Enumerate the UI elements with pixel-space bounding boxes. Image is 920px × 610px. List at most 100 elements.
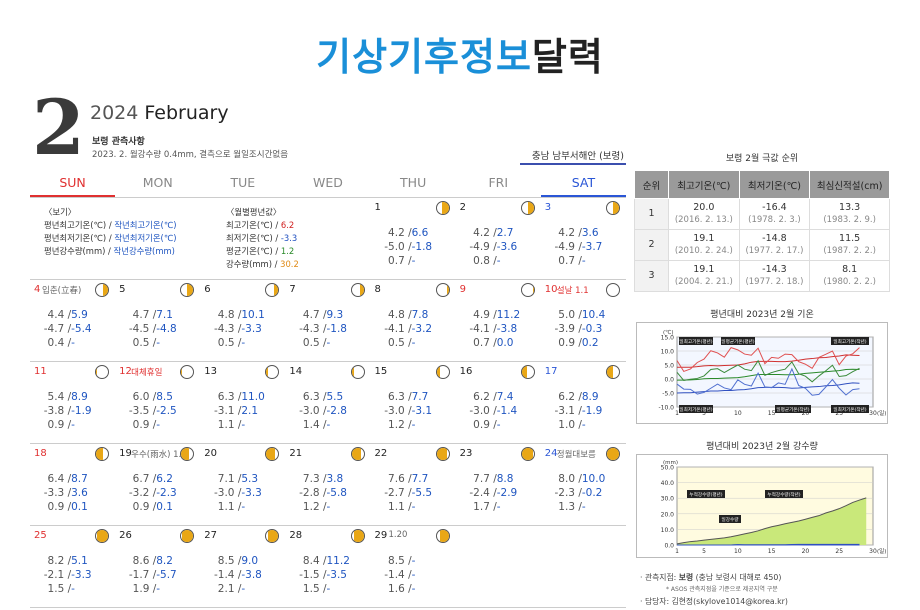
precip-chart-svg: 50.040.030.020.010.00.01 5 10 15 20 25 30(mm)(… [661, 460, 887, 555]
normal-value: -3.5 / [128, 405, 157, 417]
day-cell[interactable]: 27 8.5 / 9.0 -1.4 / -3.8 2.1 / - [200, 526, 285, 607]
day-cell[interactable]: 14 6.3 / 5.5 -3.0 / -2.8 1.4 / - [285, 362, 370, 443]
chart-annotation: 일평균기온(평년) [721, 337, 755, 345]
day-cell[interactable]: 10 설날 1.1 5.0 / 10.4 -3.9 / -0.3 0.9 / 0.2 [541, 280, 626, 361]
day-cell[interactable]: 15 6.3 / 7.7 -3.0 / -3.1 1.2 / - [371, 362, 456, 443]
last-year-value: - [581, 255, 586, 267]
annotation-box [775, 405, 811, 413]
last-year-value: -3.5 [326, 569, 348, 581]
normal-value: 1.0 / [558, 419, 582, 431]
moon-lit-part [606, 448, 619, 460]
legend-row: 평년최저기온(℃) / 작년최저기온(℃) [44, 233, 177, 243]
value-line: 6.3 / 5.5 [299, 390, 356, 404]
value-line: 7.6 / 7.7 [384, 472, 441, 486]
day-cell[interactable]: 5 4.7 / 7.1 -4.5 / -4.8 0.5 / - [115, 280, 200, 361]
last-year-value: -5.4 [71, 323, 92, 335]
moon-phase-icon [265, 283, 280, 297]
day-cell[interactable]: 19 우수(雨水) 1.10 6.7 / 6.2 -3.2 / -2.3 0.9 / 0… [115, 444, 200, 525]
moon-lit-part [521, 448, 533, 460]
day-cell[interactable]: 21 7.3 / 3.8 -2.8 / -5.8 1.2 / - [285, 444, 370, 525]
day-cell[interactable]: 1 4.2 / 6.6 -5.0 / -1.8 0.7 / - [371, 198, 456, 279]
normal-value: -4.9 / [554, 241, 582, 253]
temp-chart-svg: 15.010.05.00.0-5.0-10.01 5 10 15 20 25 30(℃)(일… [658, 329, 886, 417]
day-cell[interactable]: 26 8.6 / 8.2 -1.7 / -5.7 1.9 / - [115, 526, 200, 607]
day-number: 1 [374, 202, 381, 213]
value-line: 4.2 / 6.6 [384, 226, 441, 240]
rank-number: 3 [634, 260, 669, 292]
x-tick-label: 30 [869, 410, 877, 417]
day-cell[interactable]: 20 7.1 / 5.3 -3.0 / -3.3 1.1 / - [200, 444, 285, 525]
day-cell[interactable]: 12 대체휴일 6.0 / 8.5 -3.5 / -2.5 0.9 / - [115, 362, 200, 443]
day-values: 6.4 / 8.7 -3.3 / 3.6 0.9 / 0.1 [44, 472, 101, 514]
day-values: 7.6 / 7.7 -2.7 / -5.5 1.1 / - [384, 472, 441, 514]
day-number: 5 [119, 284, 126, 295]
value-line: 1.0 / - [555, 418, 612, 432]
day-cell[interactable]: 8 4.8 / 7.8 -4.1 / -3.2 0.5 / - [371, 280, 456, 361]
y-tick-label: 0.0 [664, 377, 674, 384]
series-line [677, 354, 860, 368]
day-cell[interactable]: 18 6.4 / 8.7 -3.3 / 3.6 0.9 / 0.1 [30, 444, 115, 525]
normal-value: 1.7 / [473, 501, 497, 513]
day-cell[interactable]: 23 7.7 / 8.8 -2.4 / -2.9 1.7 / - [456, 444, 541, 525]
temp-chart: 15.0 10.0 5.0 0.0 -5.0 -10.0 1 5 10 15 20 25 30 (℃) (일… [636, 322, 888, 424]
normal-value: 2.1 / [217, 583, 242, 595]
last-year-value: - [411, 255, 416, 267]
rank-table: 순위 최고기온(℃) 최저기온(℃) 최심신적설(cm) 1 20.0 (2016.… [634, 170, 890, 292]
day-number: 27 [204, 530, 217, 541]
day-cell[interactable]: 4 입춘(立春) 4.4 / 5.9 -4.7 / -5.4 0.4 / - [30, 280, 115, 361]
day-values: 7.1 / 5.3 -3.0 / -3.3 1.1 / - [214, 472, 271, 514]
normal-value: 7.6 / [388, 473, 412, 485]
day-cell[interactable]: 22 7.6 / 7.7 -2.7 / -5.5 1.1 / - [371, 444, 456, 525]
rank-value-date: (1987. 2. 2.) [823, 246, 876, 256]
moon-phase-icon [95, 447, 110, 461]
day-cell[interactable]: 13 6.3 / 11.0 -3.1 / 2.1 1.1 / - [200, 362, 285, 443]
rank-number: 1 [634, 198, 669, 230]
day-cell[interactable] [456, 526, 541, 607]
month-number: 2 [32, 83, 85, 172]
day-cell[interactable]: 3 4.2 / 3.6 -4.9 / -3.7 0.7 / - [541, 198, 626, 279]
rank-value-date: (2016. 2. 13.) [674, 215, 733, 225]
moon-phase-icon [605, 447, 620, 461]
last-year-value: 10.1 [241, 309, 265, 321]
normal-value: -3.0 / [214, 487, 242, 499]
rank-value-date: (2004. 2. 21.) [674, 277, 733, 287]
last-year-value: - [241, 419, 246, 431]
normal-value: 4.2 / [473, 227, 497, 239]
moon-phase-icon [265, 365, 280, 379]
annotation-text: 일최저기온(작년) [833, 406, 866, 413]
day-cell[interactable]: 28 8.4 / 11.2 -1.5 / -3.5 1.5 / - [285, 526, 370, 607]
annotation-box [765, 490, 803, 498]
day-cell[interactable]: 16 6.2 / 7.4 -3.0 / -1.4 0.9 / - [456, 362, 541, 443]
day-cell[interactable] [541, 526, 626, 607]
value-line: -3.0 / -3.1 [384, 404, 441, 418]
last-year-value: -1.8 [326, 323, 348, 335]
day-cell[interactable]: 6 4.8 / 10.1 -4.3 / -3.3 0.5 / - [200, 280, 285, 361]
day-cell[interactable]: 11 5.4 / 8.9 -3.8 / -1.9 0.9 / - [30, 362, 115, 443]
rank-value-main: -14.8 [762, 233, 787, 244]
normal-value: -3.0 / [299, 405, 327, 417]
day-cell[interactable]: 2 4.2 / 2.7 -4.9 / -3.6 0.8 / - [456, 198, 541, 279]
day-number: 8 [374, 284, 381, 295]
normal-value: 6.3 / [388, 391, 412, 403]
day-cell[interactable]: 7 4.7 / 9.3 -4.3 / -1.8 0.5 / - [285, 280, 370, 361]
moon-lit-part [266, 366, 269, 378]
day-cell[interactable]: 17 6.2 / 8.9 -3.1 / -1.9 1.0 / - [541, 362, 626, 443]
last-year-value: 10.0 [581, 473, 606, 485]
day-number: 4 [34, 284, 41, 295]
x-tick-label: 10 [734, 548, 742, 555]
last-year-value: 7.7 [411, 391, 429, 403]
day-cell[interactable]: 29 1.20 8.5 / - -1.4 / -1.6 / - [371, 526, 456, 607]
chart-annotation: 일최저기온(작년) [831, 405, 869, 413]
normal-value: 0.5 / [302, 337, 327, 349]
last-year-value: - [411, 583, 416, 595]
day-cell[interactable]: 25 8.2 / 5.1 -2.1 / -3.3 1.5 / - [30, 526, 115, 607]
legend-normals: 〈월별평년값〉 최고기온(℃) / 6.2 최저기온(℃) / -3.3 평균기… [226, 206, 299, 271]
normal-value: -2.7 / [384, 487, 412, 499]
day-cell[interactable]: 9 4.9 / 11.2 -4.1 / -3.8 0.7 / 0.0 [456, 280, 541, 361]
day-number: 12 [119, 366, 132, 377]
value-line: 0.5 / - [129, 336, 186, 350]
calendar-week: 18 6.4 / 8.7 -3.3 / 3.6 0.9 / 0.1 19 우수(雨水) 1… [30, 444, 626, 526]
chart-annotation: 누적강수량(평년) [687, 490, 725, 498]
normal-value: -1.4 / [384, 569, 412, 581]
day-cell[interactable]: 24 정월대보름 8.0 / 10.0 -2.3 / -0.2 1.3 / - [541, 444, 626, 525]
